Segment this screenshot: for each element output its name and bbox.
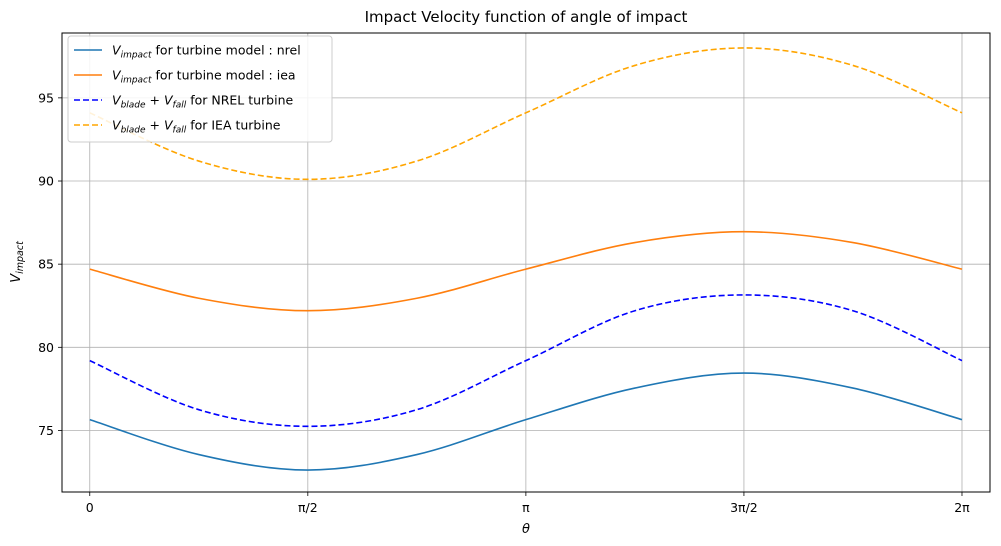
series-line-2	[89, 294, 963, 428]
legend-label: Vblade + Vfall for NREL turbine	[112, 93, 294, 111]
grid	[62, 33, 990, 492]
series-lines	[89, 47, 963, 471]
y-tick-label: 90	[38, 174, 54, 189]
y-tick-label: 95	[38, 90, 54, 105]
series-line-3	[89, 47, 963, 181]
legend-label: Vimpact for turbine model : nrel	[112, 43, 301, 61]
x-axis-ticks: 0 π/2 π 3π/2 2π	[86, 492, 970, 515]
y-axis-label-main: V	[9, 273, 24, 283]
legend-label: Vblade + Vfall for IEA turbine	[112, 118, 281, 136]
legend: Vimpact for turbine model : nrel Vimpact …	[67, 35, 333, 143]
y-axis-label-sub: impact	[15, 240, 26, 274]
y-axis-ticks: 75 80 85 90 95	[38, 90, 62, 438]
y-tick-label: 85	[38, 257, 54, 272]
x-tick-label: π	[522, 500, 530, 515]
series-line-1	[89, 230, 963, 312]
chart-title: Impact Velocity function of angle of imp…	[365, 8, 688, 26]
x-tick-label: 3π/2	[730, 500, 758, 515]
x-axis-label: θ	[522, 522, 530, 537]
y-axis-label: Vimpact	[9, 240, 26, 283]
x-tick-label: π/2	[298, 500, 318, 515]
legend-label: Vimpact for turbine model : iea	[112, 68, 296, 86]
y-tick-label: 80	[38, 340, 54, 355]
x-tick-label: 0	[86, 500, 94, 515]
legend-box	[67, 35, 333, 143]
series-line-0	[89, 372, 963, 471]
y-tick-label: 75	[38, 423, 54, 438]
x-tick-label: 2π	[954, 500, 970, 515]
